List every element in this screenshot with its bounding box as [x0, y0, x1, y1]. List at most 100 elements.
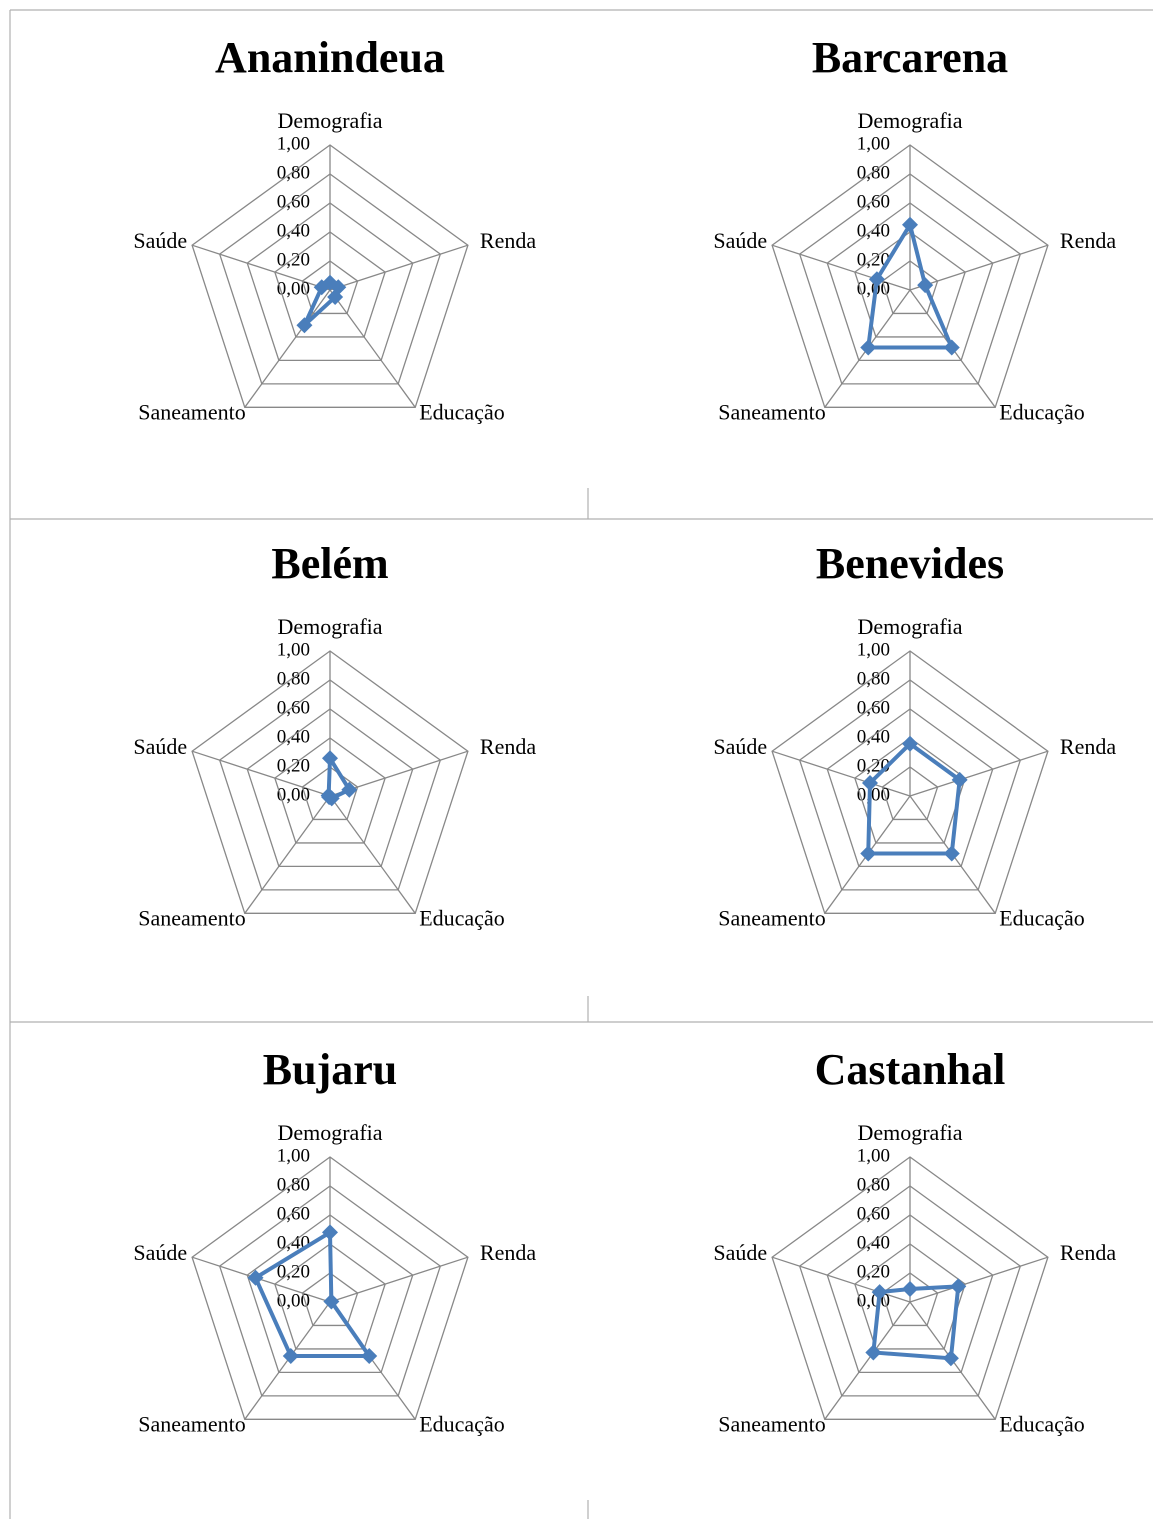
- chart-title: Castanhal: [815, 1045, 1006, 1094]
- data-marker: [322, 1224, 338, 1241]
- grid-ring: [218, 173, 442, 385]
- spoke: [329, 244, 469, 291]
- data-marker: [917, 277, 934, 294]
- category-label: Educação: [419, 1411, 505, 1436]
- data-marker: [320, 787, 337, 804]
- data-marker: [950, 1278, 967, 1295]
- tick-label: 1,00: [277, 133, 310, 154]
- category-label: Renda: [1060, 228, 1116, 253]
- spoke: [244, 795, 331, 914]
- grid-ring: [274, 737, 386, 844]
- category-label: Educação: [419, 399, 505, 424]
- data-marker: [868, 271, 885, 288]
- data-marker: [860, 339, 877, 356]
- category-label: Saúde: [713, 1240, 767, 1265]
- tick-label: 0,00: [857, 278, 890, 299]
- spoke: [329, 795, 416, 914]
- category-label: Renda: [1060, 734, 1116, 759]
- data-marker: [862, 775, 879, 792]
- spoke: [191, 750, 331, 797]
- spoke: [244, 289, 331, 408]
- category-label: Saúde: [133, 734, 187, 759]
- spoke: [909, 244, 1049, 291]
- grid-ring: [798, 173, 1022, 385]
- category-label: Educação: [999, 905, 1085, 930]
- spoke: [909, 1256, 1049, 1303]
- category-label: Renda: [480, 228, 536, 253]
- spoke: [771, 750, 911, 797]
- grid-ring: [274, 231, 386, 338]
- category-label: Demografia: [277, 614, 382, 639]
- data-marker: [902, 216, 918, 233]
- spoke: [191, 244, 331, 291]
- grid-ring: [798, 679, 1022, 891]
- tick-label: 1,00: [857, 1145, 890, 1166]
- category-label: Saúde: [713, 734, 767, 759]
- data-marker: [247, 1269, 264, 1286]
- grid-ring: [826, 202, 994, 362]
- grid-ring: [191, 144, 469, 408]
- spoke: [329, 289, 416, 408]
- spoke: [909, 750, 1049, 797]
- category-label: Saneamento: [718, 905, 826, 930]
- category-label: Saúde: [133, 228, 187, 253]
- grid-ring: [191, 1156, 469, 1420]
- tick-label: 1,00: [277, 639, 310, 660]
- grid-ring: [854, 1243, 966, 1350]
- grid-ring: [246, 708, 414, 868]
- tick-label: 0,00: [857, 784, 890, 805]
- tick-label: 0,00: [277, 784, 310, 805]
- grid-ring: [301, 1272, 359, 1327]
- grid-ring: [854, 231, 966, 338]
- category-label: Renda: [1060, 1240, 1116, 1265]
- category-label: Demografia: [277, 1120, 382, 1145]
- grid-ring: [246, 1214, 414, 1374]
- spoke: [771, 244, 911, 291]
- tick-label: 0,00: [277, 1290, 310, 1311]
- grid-ring: [191, 650, 469, 914]
- spoke: [244, 1301, 331, 1420]
- category-label: Educação: [999, 1411, 1085, 1436]
- category-label: Saúde: [133, 1240, 187, 1265]
- grid-ring: [771, 650, 1049, 914]
- data-marker: [951, 771, 968, 788]
- category-label: Renda: [480, 734, 536, 759]
- series-line: [866, 741, 962, 856]
- grid-ring: [826, 1214, 994, 1374]
- grid-ring: [854, 737, 966, 844]
- grid-ring: [826, 708, 994, 868]
- data-marker: [282, 1347, 299, 1364]
- data-marker: [871, 1284, 888, 1301]
- data-marker: [902, 735, 918, 752]
- chart-title: Barcarena: [812, 33, 1008, 82]
- category-label: Saneamento: [138, 399, 246, 424]
- category-label: Renda: [480, 1240, 536, 1265]
- grid-ring: [246, 202, 414, 362]
- category-label: Saúde: [713, 228, 767, 253]
- series-line: [253, 1230, 372, 1358]
- data-marker: [361, 1347, 378, 1364]
- chart-title: Belém: [271, 539, 388, 588]
- grid-ring: [771, 1156, 1049, 1420]
- data-marker: [322, 750, 338, 767]
- data-marker: [943, 339, 960, 356]
- data-marker: [942, 1350, 959, 1367]
- category-label: Saneamento: [718, 1411, 826, 1436]
- grid-ring: [301, 260, 359, 315]
- data-marker: [323, 1293, 340, 1310]
- grid-ring: [218, 679, 442, 891]
- spoke: [771, 1256, 911, 1303]
- category-label: Educação: [419, 905, 505, 930]
- category-label: Demografia: [857, 614, 962, 639]
- grid-ring: [274, 1243, 386, 1350]
- grid-ring: [218, 1185, 442, 1397]
- data-marker: [296, 317, 313, 334]
- chart-title: Benevides: [816, 539, 1004, 588]
- data-marker: [902, 1280, 918, 1297]
- data-marker: [327, 289, 344, 306]
- chart-title: Ananindeua: [215, 33, 445, 82]
- chart-title: Bujaru: [263, 1045, 397, 1094]
- category-label: Saneamento: [718, 399, 826, 424]
- data-marker: [943, 845, 960, 862]
